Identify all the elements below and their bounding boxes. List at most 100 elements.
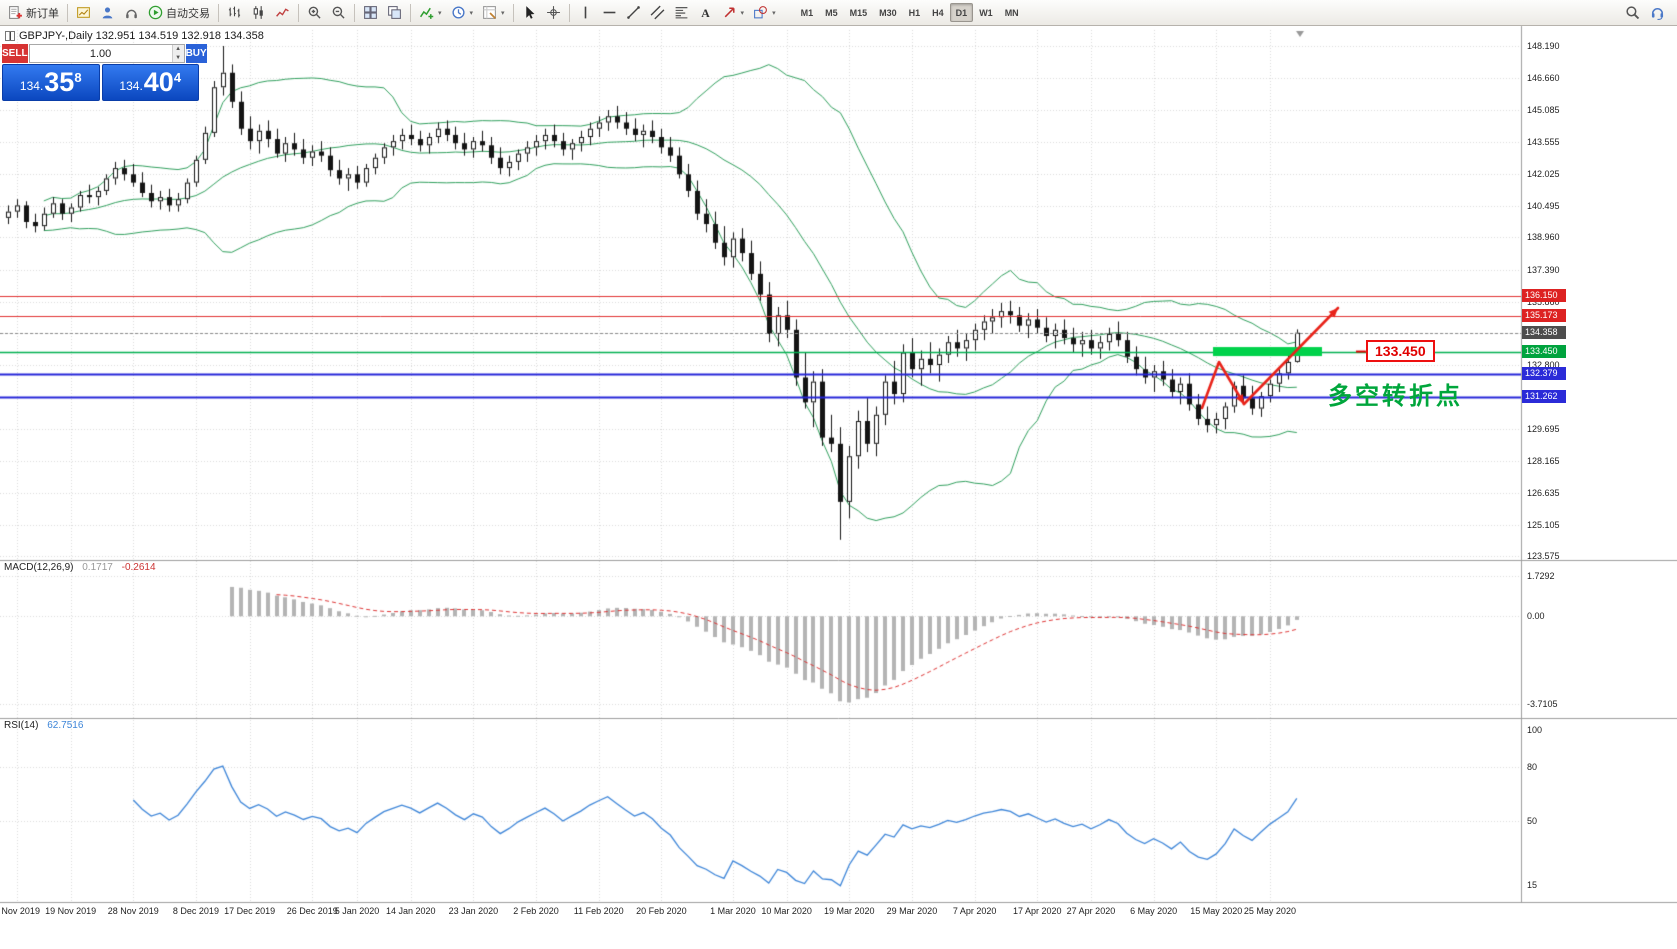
macd-indicator-label: MACD(12,26,9) 0.1717 -0.2614 bbox=[4, 562, 156, 573]
turning-point-annotation[interactable]: 多空转折点 bbox=[1328, 383, 1463, 410]
zoom-out-icon bbox=[331, 5, 346, 20]
shapes-button[interactable]: ▾ bbox=[749, 2, 780, 24]
tile-windows-icon bbox=[363, 5, 378, 20]
timeframe-d1-button[interactable]: D1 bbox=[949, 3, 974, 22]
profiles-icon bbox=[100, 5, 115, 20]
bars-chart-button[interactable] bbox=[223, 2, 246, 24]
fibonacci-icon bbox=[674, 5, 689, 20]
volume-increase-button[interactable]: ▲ bbox=[172, 45, 184, 54]
crosshair-button[interactable] bbox=[542, 2, 565, 24]
macd-signal-value: -0.2614 bbox=[121, 562, 156, 573]
vertical-line-button[interactable] bbox=[574, 2, 597, 24]
line-chart-button[interactable] bbox=[271, 2, 294, 24]
chevron-down-icon: ▾ bbox=[740, 9, 745, 17]
vertical-line-icon bbox=[578, 5, 593, 20]
toolbar-separator bbox=[354, 3, 355, 22]
buy-price-big: 40 bbox=[143, 67, 174, 97]
toolbar-separator bbox=[218, 3, 219, 22]
one-click-header-row: SELL ▲ ▼ BUY bbox=[2, 44, 207, 63]
zoom-out-button[interactable] bbox=[327, 2, 350, 24]
periods-button[interactable]: ▾ bbox=[447, 2, 478, 24]
indicators-button[interactable]: ▾ bbox=[415, 2, 446, 24]
new-order-icon bbox=[8, 5, 23, 20]
chevron-down-icon: ▾ bbox=[772, 9, 776, 17]
templates-icon bbox=[482, 5, 497, 20]
periods-icon bbox=[451, 5, 466, 20]
arrange-windows-button[interactable] bbox=[383, 2, 406, 24]
chevron-down-icon: ▾ bbox=[501, 9, 505, 17]
toolbar-separator bbox=[410, 3, 411, 22]
timeframe-h4-button[interactable]: H4 bbox=[932, 7, 944, 18]
volume-spinner: ▲ ▼ bbox=[171, 45, 184, 62]
timeframe-w1-button[interactable]: W1 bbox=[979, 7, 993, 18]
cursor-icon bbox=[522, 5, 537, 20]
svg-text:A: A bbox=[701, 7, 710, 20]
equidistant-channel-button[interactable] bbox=[646, 2, 669, 24]
auto-trading-button[interactable]: 自动交易 bbox=[144, 2, 214, 24]
arrows-button[interactable]: ▾ bbox=[718, 2, 749, 24]
toolbar-separator bbox=[298, 3, 299, 22]
toolbar-right-group bbox=[1621, 2, 1673, 24]
new-order-button[interactable]: 新订单 bbox=[4, 2, 63, 24]
text-button[interactable]: A bbox=[694, 2, 717, 24]
timeframe-h1-button[interactable]: H1 bbox=[908, 7, 921, 18]
timeframe-group: M1 M5 M15 M30 H1 H4 D1 W1 MN bbox=[795, 3, 1025, 22]
auto-trading-label: 自动交易 bbox=[166, 7, 210, 20]
chart-symbol-line: GBPJPY-,Daily 132.951 134.519 132.918 13… bbox=[5, 30, 264, 42]
horizontal-line-icon bbox=[602, 5, 617, 20]
timeframe-m30-button[interactable]: M30 bbox=[879, 7, 897, 18]
rsi-indicator-label: RSI(14) 62.7516 bbox=[4, 720, 83, 731]
search-button[interactable] bbox=[1621, 2, 1644, 24]
line-chart-icon bbox=[275, 5, 290, 20]
timeframe-m15-button[interactable]: M15 bbox=[849, 7, 868, 18]
one-click-trading-panel: SELL ▲ ▼ BUY 134. 35 8 134. 40 4 bbox=[2, 44, 207, 101]
macd-main-value: 0.1717 bbox=[82, 562, 113, 573]
volume-input[interactable] bbox=[29, 45, 172, 62]
buy-button[interactable]: 134. 40 4 bbox=[101, 64, 199, 101]
sell-button[interactable]: 134. 35 8 bbox=[2, 64, 100, 101]
fibonacci-button[interactable] bbox=[670, 2, 693, 24]
rsi-name: RSI(14) bbox=[4, 720, 39, 731]
toolbar-separator bbox=[512, 3, 514, 22]
zoom-in-button[interactable] bbox=[303, 2, 326, 24]
profiles-button[interactable] bbox=[96, 2, 119, 24]
bars-chart-icon bbox=[227, 5, 242, 20]
search-icon bbox=[1625, 5, 1640, 20]
sell-tab[interactable]: SELL bbox=[2, 44, 28, 63]
indicators-icon bbox=[419, 5, 434, 20]
zoom-in-icon bbox=[307, 5, 322, 20]
timeframe-m5-button[interactable]: M5 bbox=[825, 7, 838, 18]
rsi-value: 62.7516 bbox=[47, 720, 84, 731]
price-callout-label[interactable]: 133.450 bbox=[1366, 340, 1435, 362]
sell-price-pip: 8 bbox=[74, 69, 82, 85]
equidistant-channel-icon bbox=[650, 5, 665, 20]
new-order-label: 新订单 bbox=[26, 7, 59, 20]
timeframe-m1-button[interactable]: M1 bbox=[800, 7, 814, 18]
support-icon bbox=[1650, 5, 1665, 20]
support-button[interactable] bbox=[1646, 2, 1669, 24]
buy-tab[interactable]: BUY bbox=[185, 44, 207, 63]
arrange-windows-icon bbox=[387, 5, 402, 20]
trendline-icon bbox=[626, 5, 641, 20]
volume-decrease-button[interactable]: ▼ bbox=[172, 53, 184, 62]
templates-button[interactable]: ▾ bbox=[478, 2, 509, 24]
new-chart-button[interactable] bbox=[72, 2, 95, 24]
timeframe-mn-button[interactable]: MN bbox=[1004, 7, 1019, 18]
macd-name: MACD(12,26,9) bbox=[4, 562, 74, 573]
trendline-button[interactable] bbox=[622, 2, 645, 24]
toolbar-separator bbox=[568, 3, 570, 22]
volume-field: ▲ ▼ bbox=[28, 44, 185, 63]
candles-chart-icon bbox=[251, 5, 266, 20]
horizontal-line-button[interactable] bbox=[598, 2, 621, 24]
toolbar-separator bbox=[67, 3, 68, 22]
auto-trading-icon bbox=[148, 5, 163, 20]
market-watch-button[interactable] bbox=[120, 2, 143, 24]
chart-title: GBPJPY-,Daily 132.951 134.519 132.918 13… bbox=[19, 30, 264, 42]
cursor-button[interactable] bbox=[518, 2, 541, 24]
buy-price-prefix: 134. bbox=[119, 79, 143, 93]
market-watch-icon bbox=[124, 5, 139, 20]
candles-chart-button[interactable] bbox=[247, 2, 270, 24]
tile-windows-button[interactable] bbox=[359, 2, 382, 24]
buy-price-pip: 4 bbox=[173, 69, 182, 85]
